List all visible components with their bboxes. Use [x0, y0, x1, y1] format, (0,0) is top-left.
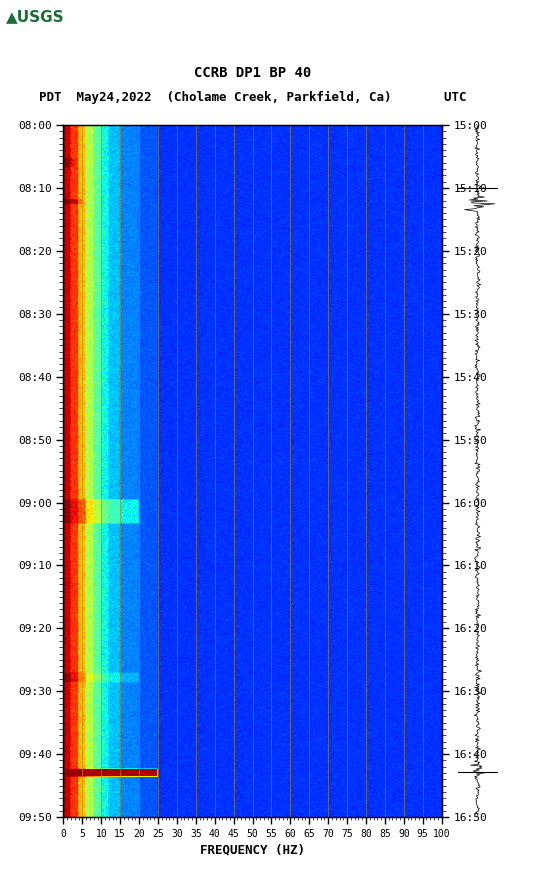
Text: CCRB DP1 BP 40: CCRB DP1 BP 40 — [194, 66, 311, 80]
Text: PDT  May24,2022  (Cholame Creek, Parkfield, Ca)       UTC: PDT May24,2022 (Cholame Creek, Parkfield… — [39, 91, 466, 104]
X-axis label: FREQUENCY (HZ): FREQUENCY (HZ) — [200, 843, 305, 856]
Text: ▲USGS: ▲USGS — [6, 10, 64, 24]
